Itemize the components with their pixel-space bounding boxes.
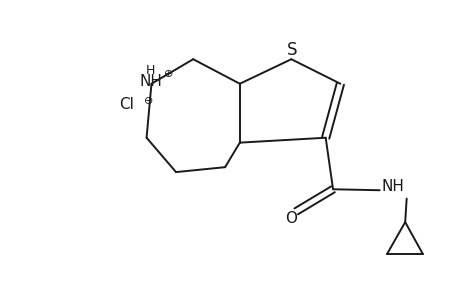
Text: H: H [146,64,155,76]
Text: NH: NH [381,179,404,194]
Text: ⊖: ⊖ [144,96,153,106]
Text: S: S [286,41,297,59]
Text: O: O [285,211,297,226]
Text: NH: NH [139,74,162,89]
Text: ⊕: ⊕ [163,69,173,79]
Text: Cl: Cl [119,97,134,112]
